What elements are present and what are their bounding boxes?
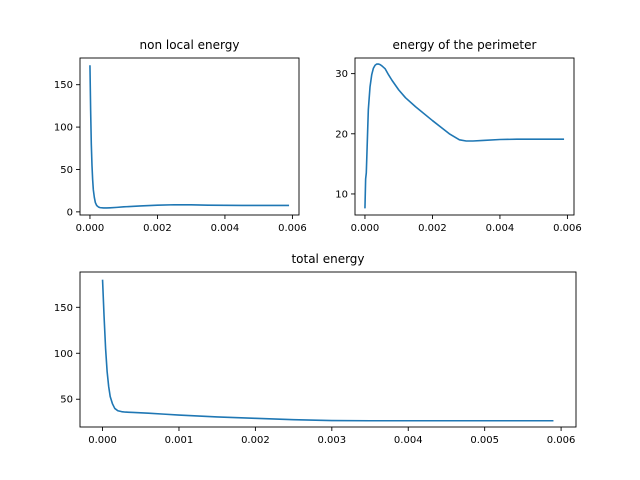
series-line — [89, 65, 290, 209]
subplot-nonlocal: non local energy 0.000 0.002 0.004 0.006 0 50 1… — [54, 38, 307, 234]
y-tick-label: 100 — [54, 123, 73, 134]
subplot-perimeter: energy of the perimeter 0.000 0.002 0.004 0.… — [335, 38, 581, 234]
y-tick-label: 10 — [335, 189, 348, 200]
x-tick-label: 0.004 — [211, 223, 240, 234]
axes-frame — [79, 271, 577, 428]
x-tick-label: 0.006 — [547, 435, 576, 446]
subplot-total: total energy 0.000 0.001 0.002 0.003 0.004 0.0… — [54, 252, 577, 446]
axes-frame — [79, 57, 300, 216]
y-tick-label: 30 — [335, 69, 348, 80]
subplot-title: total energy — [291, 252, 364, 266]
x-tick-label: 0.004 — [394, 435, 423, 446]
x-tick-label: 0.000 — [88, 435, 117, 446]
y-tick-label: 50 — [60, 395, 73, 406]
x-tick-label: 0.003 — [318, 435, 347, 446]
x-tick-label: 0.002 — [241, 435, 270, 446]
x-tick-label: 0.004 — [486, 223, 515, 234]
subplot-title: energy of the perimeter — [393, 38, 537, 52]
y-tick-label: 100 — [54, 349, 73, 360]
y-tick-label: 150 — [54, 303, 73, 314]
axes-frame — [354, 57, 575, 216]
x-tick-label: 0.000 — [76, 223, 105, 234]
y-tick-label: 150 — [54, 80, 73, 91]
y-tick-label: 50 — [60, 165, 73, 176]
subplot-title: non local energy — [140, 38, 240, 52]
x-tick-label: 0.002 — [418, 223, 447, 234]
x-tick-label: 0.005 — [470, 435, 499, 446]
x-tick-label: 0.006 — [278, 223, 307, 234]
series-line — [101, 279, 554, 422]
y-tick-label: 0 — [67, 207, 73, 218]
x-tick-label: 0.002 — [143, 223, 172, 234]
series-line — [364, 63, 565, 209]
y-tick-label: 20 — [335, 129, 348, 140]
x-tick-label: 0.006 — [553, 223, 582, 234]
x-tick-label: 0.000 — [351, 223, 380, 234]
x-tick-label: 0.001 — [165, 435, 194, 446]
